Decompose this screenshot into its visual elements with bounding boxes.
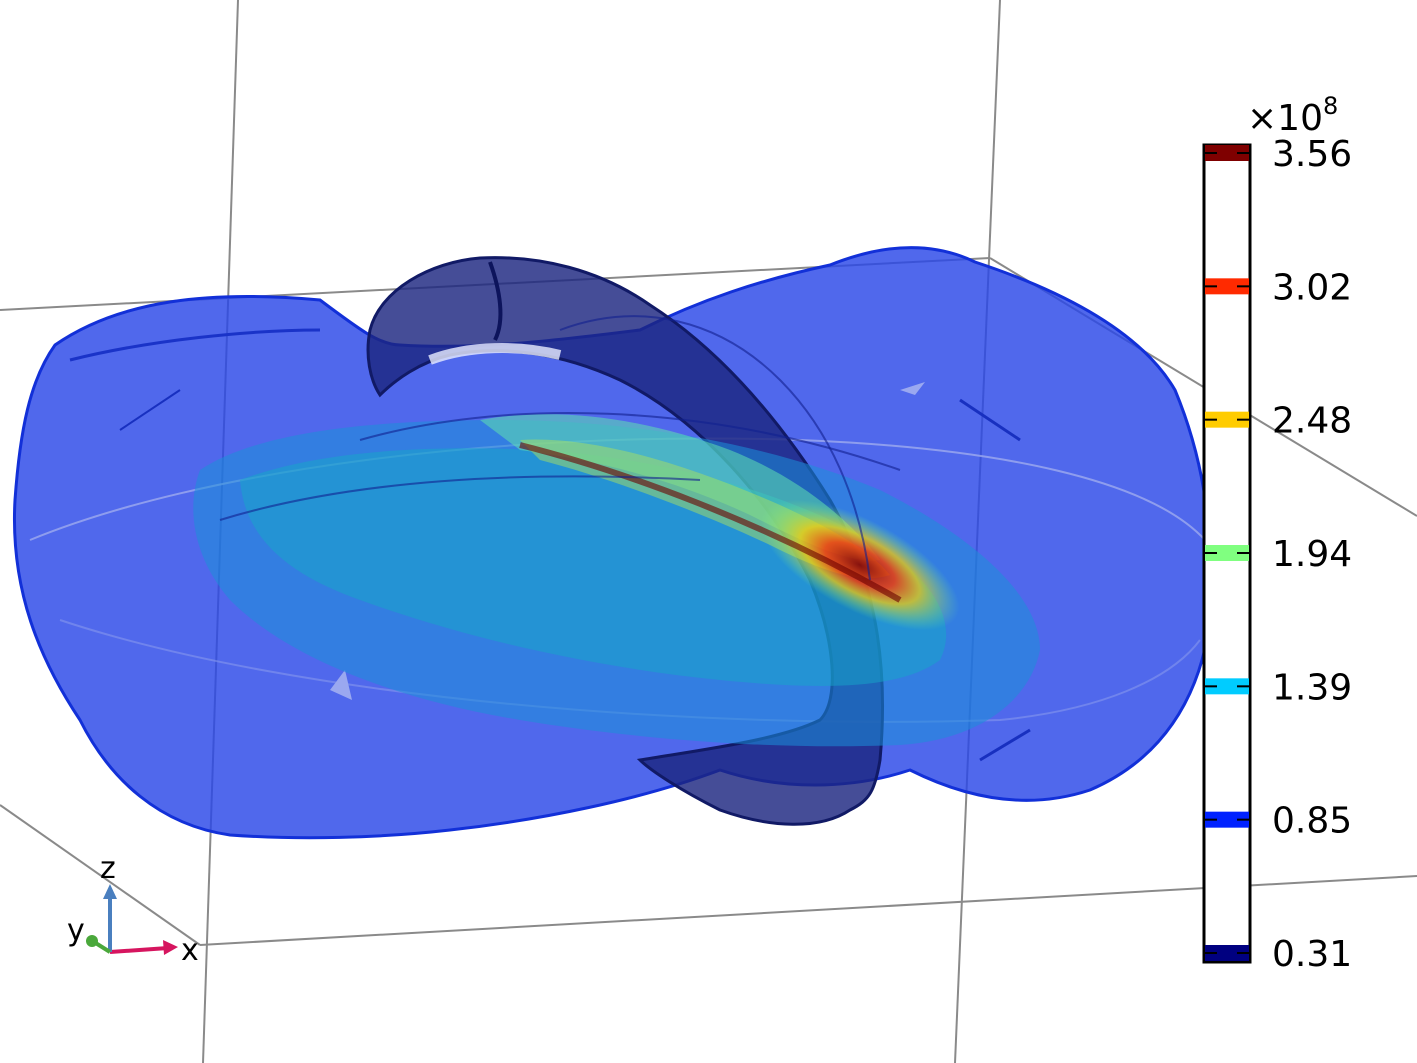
legend-tick-label: 0.85 [1272,801,1352,842]
axis-triad: z y x [67,851,199,968]
legend-tick-label: 1.39 [1272,667,1352,708]
x-axis-label: x [181,933,199,968]
legend-tick-label: 0.31 [1272,934,1352,975]
y-axis-label: y [67,913,85,948]
shell-edges [219,315,901,581]
legend-multiplier: ×108 [1247,92,1338,139]
hot-spot [519,442,960,631]
z-axis-label: z [100,851,116,886]
legend-tick-label: 1.94 [1272,534,1352,575]
legend-tick-label: 3.56 [1272,134,1352,175]
legend-swatch [1205,145,1249,161]
color-legend: 3.56 3.02 2.48 1.94 1.39 0.85 0.31 ×108 [1202,92,1352,975]
legend-swatch [1205,811,1249,828]
legend-swatch [1205,678,1249,695]
dark-ring [366,256,885,826]
legend-swatch [1205,411,1249,428]
legend-tick-label: 2.48 [1272,401,1352,442]
legend-swatch [1205,945,1249,961]
legend-tick-label: 3.02 [1272,267,1352,308]
legend-swatch [1205,278,1249,295]
legend-swatch [1205,545,1249,561]
